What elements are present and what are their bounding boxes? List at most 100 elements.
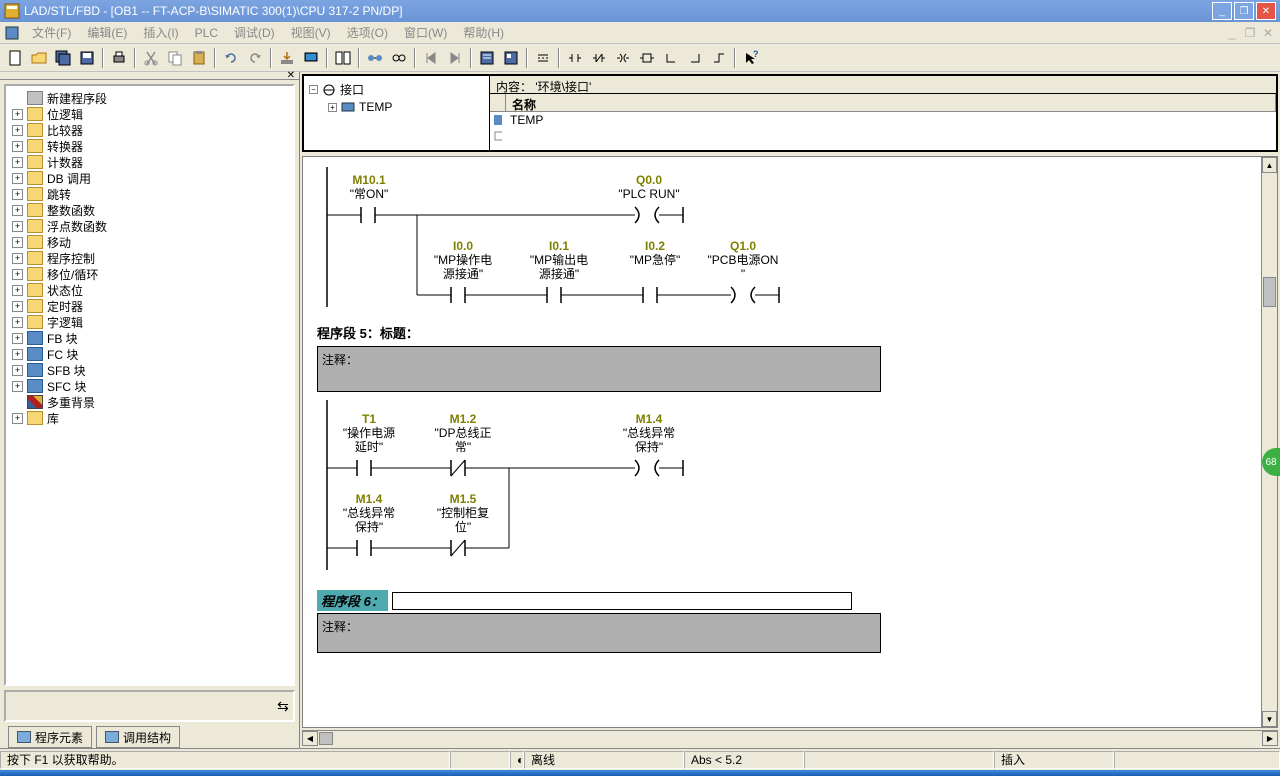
expander-icon[interactable]: + bbox=[12, 413, 23, 424]
expander-icon[interactable]: + bbox=[12, 125, 23, 136]
tree-node[interactable]: 新建程序段 bbox=[10, 90, 289, 106]
download-button[interactable] bbox=[276, 47, 298, 69]
redo-button[interactable] bbox=[244, 47, 266, 69]
menu-debug[interactable]: 调试(D) bbox=[226, 22, 283, 43]
expander-icon[interactable]: + bbox=[12, 301, 23, 312]
menu-window[interactable]: 窗口(W) bbox=[396, 22, 455, 43]
contact-nc-button[interactable] bbox=[588, 47, 610, 69]
pane-close-icon[interactable]: ✕ bbox=[287, 70, 295, 81]
scroll-up-button[interactable]: ▲ bbox=[1262, 157, 1277, 173]
segment-title-input[interactable] bbox=[392, 592, 852, 610]
child-close-button[interactable]: ✕ bbox=[1260, 26, 1276, 40]
insert-network-button[interactable] bbox=[532, 47, 554, 69]
menu-edit[interactable]: 编辑(E) bbox=[79, 22, 135, 43]
interface-temp-node[interactable]: + TEMP bbox=[308, 99, 485, 115]
help-pointer-button[interactable]: ? bbox=[740, 47, 762, 69]
expander-icon[interactable]: + bbox=[12, 157, 23, 168]
filter-input[interactable] bbox=[6, 697, 273, 716]
branch-close-button[interactable] bbox=[684, 47, 706, 69]
expander-icon[interactable]: + bbox=[12, 269, 23, 280]
tab-call-structure[interactable]: 调用结构 bbox=[96, 726, 180, 748]
tree-node[interactable]: +SFB 块 bbox=[10, 362, 289, 378]
interface-root[interactable]: − 接口 bbox=[308, 80, 485, 99]
expander-icon[interactable]: + bbox=[12, 381, 23, 392]
contact-no-button[interactable] bbox=[564, 47, 586, 69]
scroll-thumb[interactable] bbox=[319, 732, 333, 745]
tree-node[interactable]: +位逻辑 bbox=[10, 106, 289, 122]
menu-options[interactable]: 选项(O) bbox=[339, 22, 396, 43]
tree-node[interactable]: +计数器 bbox=[10, 154, 289, 170]
save-all-button[interactable] bbox=[52, 47, 74, 69]
network-button[interactable] bbox=[364, 47, 386, 69]
goto-start-button[interactable] bbox=[420, 47, 442, 69]
glasses-button[interactable] bbox=[388, 47, 410, 69]
element-tree[interactable]: 新建程序段+位逻辑+比较器+转换器+计数器+DB 调用+跳转+整数函数+浮点数函… bbox=[4, 84, 295, 686]
comment-box[interactable]: 注释： bbox=[317, 346, 881, 392]
ladder-editor[interactable]: M10.1"常ON"Q0.0"PLC RUN"I0.0"MP操作电源接通"I0.… bbox=[302, 156, 1278, 728]
child-minimize-button[interactable]: _ bbox=[1224, 26, 1240, 40]
tab-program-elements[interactable]: 程序元素 bbox=[8, 726, 92, 748]
print-button[interactable] bbox=[108, 47, 130, 69]
tree-node[interactable]: +程序控制 bbox=[10, 250, 289, 266]
expander-icon[interactable]: + bbox=[12, 285, 23, 296]
save-button[interactable] bbox=[76, 47, 98, 69]
new-button[interactable] bbox=[4, 47, 26, 69]
tree-node[interactable]: +FB 块 bbox=[10, 330, 289, 346]
goto-end-button[interactable] bbox=[444, 47, 466, 69]
copy-button[interactable] bbox=[164, 47, 186, 69]
tree-node[interactable]: +跳转 bbox=[10, 186, 289, 202]
expander-icon[interactable]: + bbox=[12, 205, 23, 216]
branch-open-button[interactable] bbox=[660, 47, 682, 69]
comment-box[interactable]: 注释： bbox=[317, 613, 881, 653]
scroll-down-button[interactable]: ▼ bbox=[1262, 711, 1277, 727]
coil-button[interactable] bbox=[612, 47, 634, 69]
menu-help[interactable]: 帮助(H) bbox=[455, 22, 512, 43]
expander-icon[interactable]: + bbox=[12, 141, 23, 152]
paste-button[interactable] bbox=[188, 47, 210, 69]
tree-node[interactable]: +库 bbox=[10, 410, 289, 426]
tree-node[interactable]: +移位/循环 bbox=[10, 266, 289, 282]
child-restore-button[interactable]: ❐ bbox=[1242, 26, 1258, 40]
tree-node[interactable]: +DB 调用 bbox=[10, 170, 289, 186]
tree-node[interactable]: +状态位 bbox=[10, 282, 289, 298]
connect-button[interactable] bbox=[708, 47, 730, 69]
tree-node[interactable]: 多重背景 bbox=[10, 394, 289, 410]
menu-insert[interactable]: 插入(I) bbox=[135, 22, 186, 43]
scroll-left-button[interactable]: ◀ bbox=[302, 731, 318, 746]
toggle-tree-button[interactable] bbox=[332, 47, 354, 69]
interface-row-empty[interactable] bbox=[490, 128, 1276, 144]
minimize-button[interactable]: _ bbox=[1212, 2, 1232, 20]
horizontal-scrollbar[interactable]: ◀ ▶ bbox=[302, 730, 1278, 746]
interface-row[interactable]: TEMP bbox=[490, 112, 1276, 128]
tree-node[interactable]: +比较器 bbox=[10, 122, 289, 138]
expander-icon[interactable]: + bbox=[12, 109, 23, 120]
menu-plc[interactable]: PLC bbox=[187, 24, 226, 42]
tree-node[interactable]: +转换器 bbox=[10, 138, 289, 154]
tree-node[interactable]: +FC 块 bbox=[10, 346, 289, 362]
fbd-view-button[interactable] bbox=[500, 47, 522, 69]
expander-icon[interactable]: + bbox=[12, 189, 23, 200]
menu-file[interactable]: 文件(F) bbox=[24, 22, 79, 43]
expander-icon[interactable]: + bbox=[12, 253, 23, 264]
filter-toggle-icon[interactable]: ⇆ bbox=[273, 698, 293, 715]
cut-button[interactable] bbox=[140, 47, 162, 69]
expander-icon[interactable]: + bbox=[12, 333, 23, 344]
tree-node[interactable]: +移动 bbox=[10, 234, 289, 250]
expander-icon[interactable]: + bbox=[12, 237, 23, 248]
expander-icon[interactable]: + bbox=[12, 349, 23, 360]
restore-button[interactable]: ❐ bbox=[1234, 2, 1254, 20]
scroll-thumb[interactable] bbox=[1263, 277, 1276, 307]
tree-node[interactable]: +字逻辑 bbox=[10, 314, 289, 330]
box-button[interactable] bbox=[636, 47, 658, 69]
open-button[interactable] bbox=[28, 47, 50, 69]
expander-icon[interactable]: + bbox=[12, 173, 23, 184]
menu-view[interactable]: 视图(V) bbox=[283, 22, 339, 43]
tree-node[interactable]: +定时器 bbox=[10, 298, 289, 314]
undo-button[interactable] bbox=[220, 47, 242, 69]
expander-icon[interactable]: + bbox=[12, 317, 23, 328]
scroll-right-button[interactable]: ▶ bbox=[1262, 731, 1278, 746]
vertical-scrollbar[interactable]: ▲ ▼ bbox=[1261, 157, 1277, 727]
monitor-button[interactable] bbox=[300, 47, 322, 69]
close-button[interactable]: ✕ bbox=[1256, 2, 1276, 20]
tree-node[interactable]: +SFC 块 bbox=[10, 378, 289, 394]
